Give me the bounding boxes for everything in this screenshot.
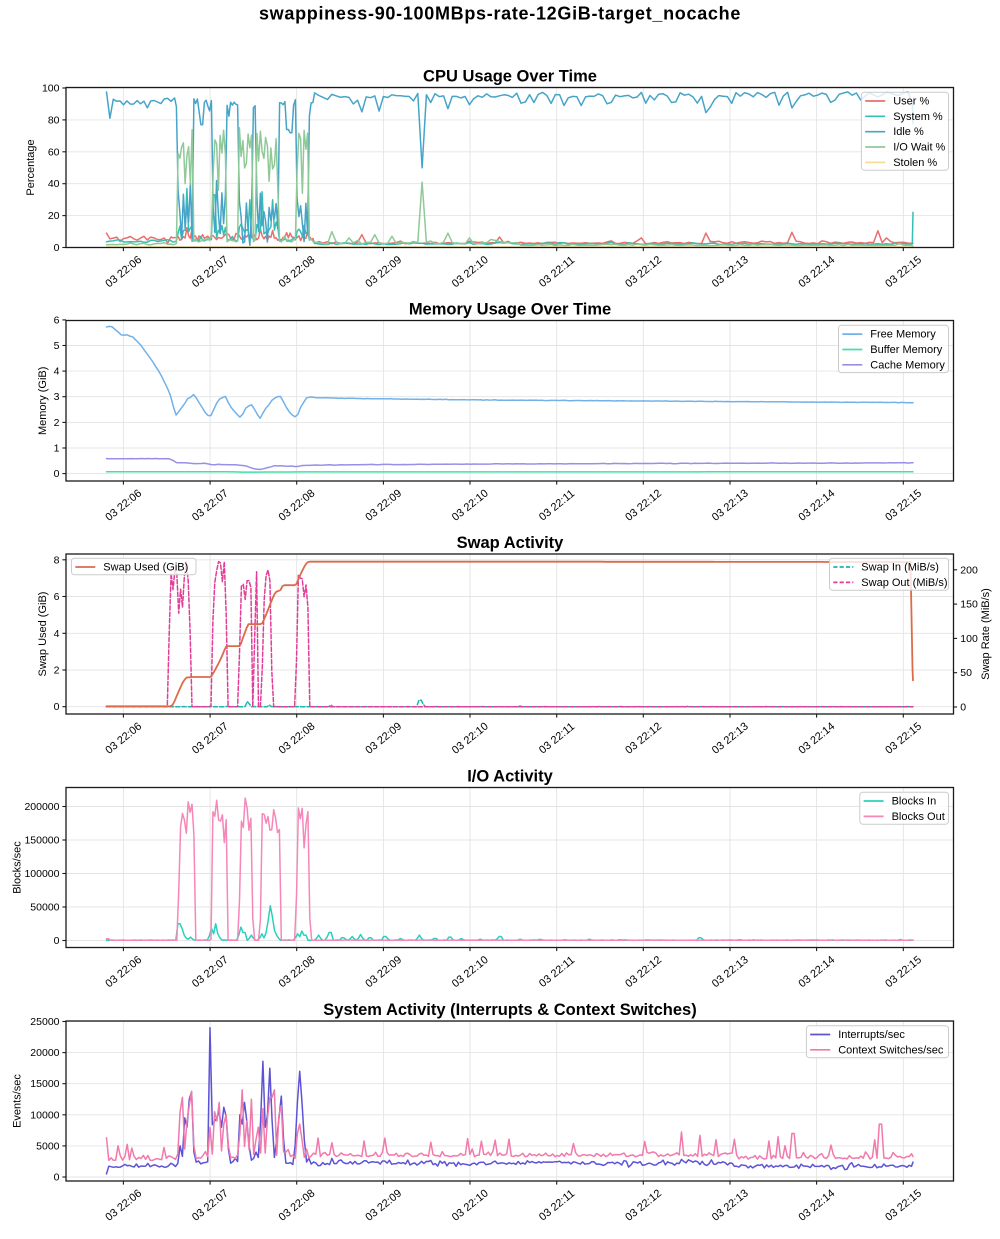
svg-text:0: 0 — [54, 468, 60, 480]
svg-text:swappiness-90-100MBps-rate-12G: swappiness-90-100MBps-rate-12GiB-target_… — [259, 4, 741, 24]
svg-text:Stolen %: Stolen % — [893, 157, 937, 169]
svg-text:I/O Activity: I/O Activity — [467, 768, 553, 786]
svg-text:150000: 150000 — [24, 835, 59, 847]
svg-text:User %: User % — [893, 96, 929, 108]
svg-text:Swap Used (GiB): Swap Used (GiB) — [103, 562, 188, 574]
svg-text:Blocks In: Blocks In — [892, 796, 937, 808]
svg-text:Swap Activity: Swap Activity — [457, 534, 564, 552]
svg-text:Swap Used (GiB): Swap Used (GiB) — [37, 592, 49, 677]
svg-text:6: 6 — [54, 591, 60, 603]
svg-text:0: 0 — [960, 702, 966, 714]
svg-text:6: 6 — [54, 314, 60, 326]
svg-text:Percentage: Percentage — [25, 139, 37, 195]
svg-text:Interrupts/sec: Interrupts/sec — [838, 1029, 905, 1041]
svg-text:50: 50 — [960, 667, 972, 679]
svg-text:2: 2 — [54, 417, 60, 429]
svg-text:Swap Out (MiB/s): Swap Out (MiB/s) — [861, 577, 947, 589]
svg-text:80: 80 — [48, 114, 60, 126]
svg-text:200000: 200000 — [24, 801, 59, 813]
svg-text:20000: 20000 — [30, 1047, 59, 1059]
svg-text:20: 20 — [48, 210, 60, 222]
svg-text:10000: 10000 — [30, 1109, 59, 1121]
svg-text:15000: 15000 — [30, 1078, 59, 1090]
svg-text:Buffer Memory: Buffer Memory — [870, 344, 942, 356]
svg-text:Blocks/sec: Blocks/sec — [12, 841, 24, 894]
svg-text:System %: System % — [893, 111, 943, 123]
svg-text:CPU Usage Over Time: CPU Usage Over Time — [423, 68, 597, 86]
svg-text:0: 0 — [54, 935, 60, 947]
svg-text:100: 100 — [960, 633, 978, 645]
svg-text:4: 4 — [54, 366, 60, 378]
svg-text:3: 3 — [54, 391, 60, 403]
svg-text:100000: 100000 — [24, 868, 59, 880]
svg-text:200: 200 — [960, 564, 978, 576]
svg-text:System Activity (Interrupts &: System Activity (Interrupts & Context Sw… — [323, 1001, 696, 1019]
svg-text:Swap In (MiB/s): Swap In (MiB/s) — [861, 562, 939, 574]
svg-text:40: 40 — [48, 178, 60, 190]
svg-text:150: 150 — [960, 599, 978, 611]
svg-text:Cache Memory: Cache Memory — [870, 359, 945, 371]
svg-text:1: 1 — [54, 443, 60, 455]
svg-text:2: 2 — [54, 665, 60, 677]
svg-text:8: 8 — [54, 554, 60, 566]
svg-text:Memory Usage Over Time: Memory Usage Over Time — [409, 301, 611, 319]
svg-text:5: 5 — [54, 340, 60, 352]
svg-text:Context Switches/sec: Context Switches/sec — [838, 1044, 944, 1056]
svg-text:0: 0 — [54, 1172, 60, 1184]
svg-text:5000: 5000 — [36, 1140, 60, 1152]
svg-text:Memory (GiB): Memory (GiB) — [37, 367, 49, 435]
svg-text:50000: 50000 — [30, 902, 59, 914]
svg-text:0: 0 — [54, 242, 60, 254]
svg-text:0: 0 — [54, 701, 60, 713]
svg-text:Events/sec: Events/sec — [12, 1074, 24, 1128]
svg-text:60: 60 — [48, 146, 60, 158]
svg-text:Idle %: Idle % — [893, 126, 924, 138]
svg-text:4: 4 — [54, 628, 60, 640]
svg-text:25000: 25000 — [30, 1016, 59, 1028]
svg-text:100: 100 — [42, 83, 60, 95]
svg-text:Free Memory: Free Memory — [870, 329, 936, 341]
svg-text:I/O Wait %: I/O Wait % — [893, 142, 945, 154]
svg-text:Blocks Out: Blocks Out — [892, 811, 945, 823]
svg-text:Swap Rate (MiB/s): Swap Rate (MiB/s) — [980, 588, 992, 680]
